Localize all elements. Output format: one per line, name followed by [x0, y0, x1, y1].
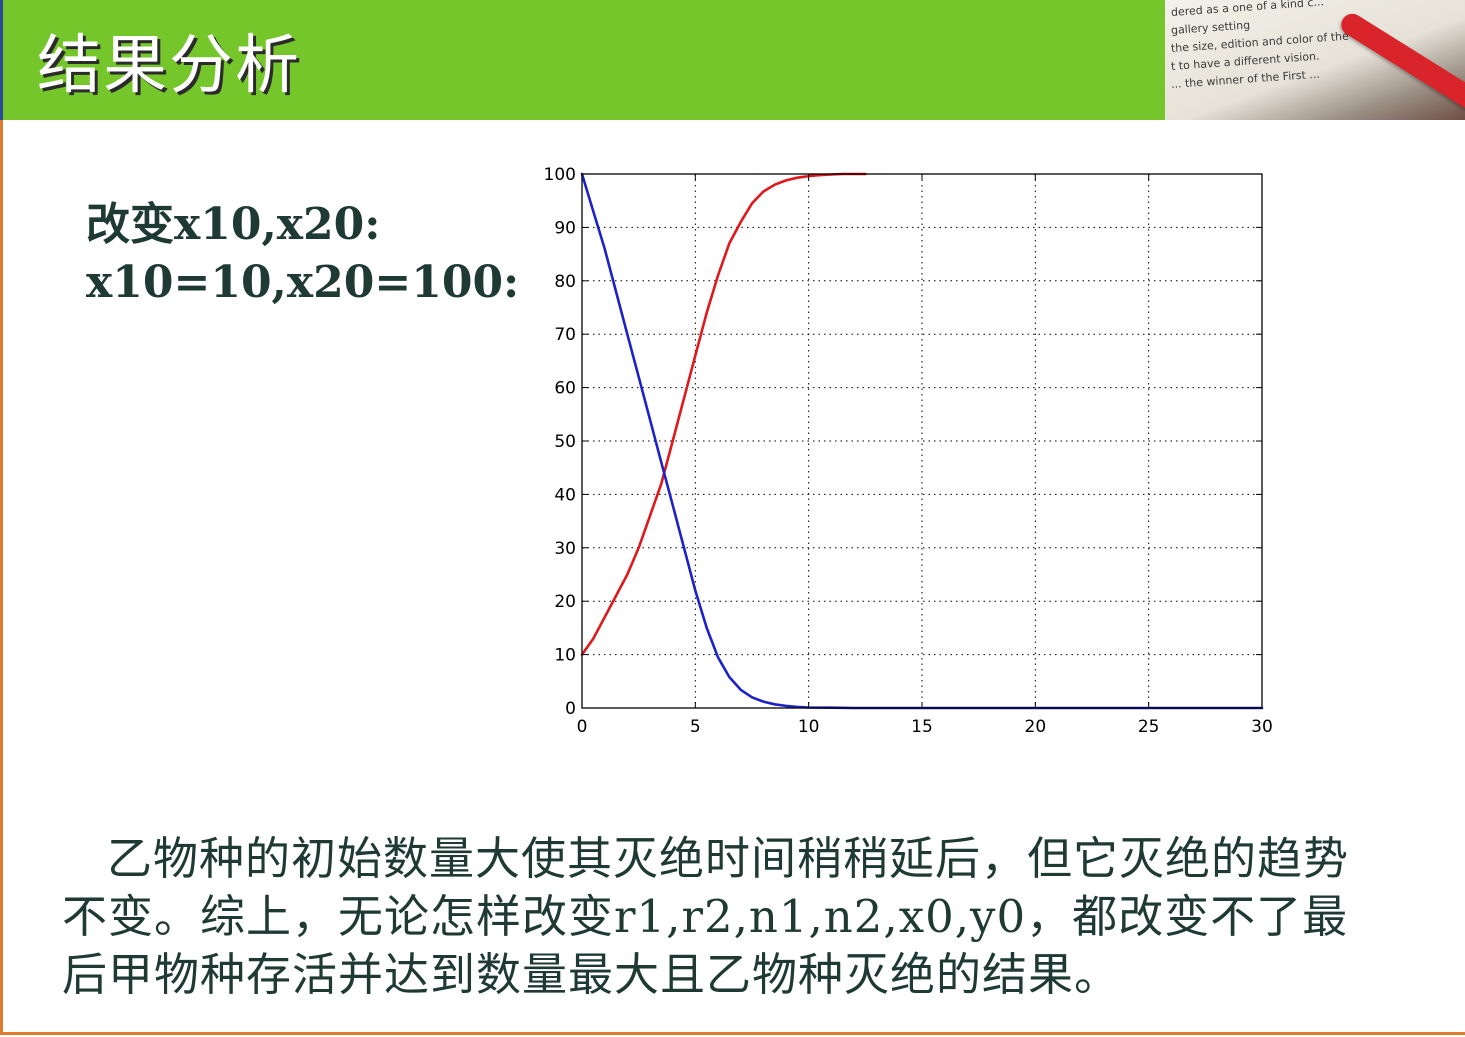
chart-grid [582, 174, 1262, 708]
x-tick-label: 25 [1138, 717, 1160, 737]
y-tick-label: 40 [554, 485, 576, 505]
y-tick-label: 100 [544, 165, 576, 185]
x-tick-label: 30 [1251, 717, 1273, 737]
photo-text-line: gallery setting [1170, 18, 1251, 37]
y-tick-label: 90 [554, 218, 576, 238]
x-tick-label: 5 [690, 717, 701, 737]
x-tick-label: 15 [911, 717, 933, 737]
header-photo: dered as a one of a kind c... gallery se… [1165, 0, 1465, 120]
parameter-line-1: 改变x10,x20: [86, 199, 381, 250]
photo-text-line: dered as a one of a kind c... [1170, 0, 1325, 19]
conclusion-text: 乙物种的初始数量大使其灭绝时间稍稍延后，但它灭绝的趋势不变。综上，无论怎样改变r… [62, 832, 1350, 1001]
header-bar: 结果分析 [0, 0, 1165, 120]
series-line-1 [580, 172, 867, 656]
y-tick-label: 10 [554, 646, 576, 666]
y-tick-label: 70 [554, 325, 576, 345]
population-chart: 0 5 10 15 20 25 30 0 10 20 30 40 50 60 70 80 90 100 [544, 165, 1273, 737]
parameter-text: 改变x10,x20: x10=10,x20=100: [86, 196, 519, 312]
y-tick-label: 50 [554, 432, 576, 452]
x-tick-label: 0 [577, 717, 588, 737]
parameter-line-2: x10=10,x20=100: [86, 257, 520, 308]
bottom-border [0, 1032, 1465, 1035]
y-tick-label: 80 [554, 272, 576, 292]
x-tick-label: 20 [1025, 717, 1047, 737]
y-tick-label: 20 [554, 592, 576, 612]
y-tick-label: 0 [565, 699, 576, 719]
x-tick-label: 10 [798, 717, 820, 737]
slide-title: 结果分析 [37, 29, 301, 103]
left-border [0, 120, 3, 1032]
red-pen-image [1337, 9, 1465, 114]
chart-ticks: 0 5 10 15 20 25 30 0 10 20 30 40 50 60 70 80 90 100 [544, 165, 1273, 737]
y-tick-label: 30 [554, 539, 576, 559]
y-tick-label: 60 [554, 379, 576, 399]
